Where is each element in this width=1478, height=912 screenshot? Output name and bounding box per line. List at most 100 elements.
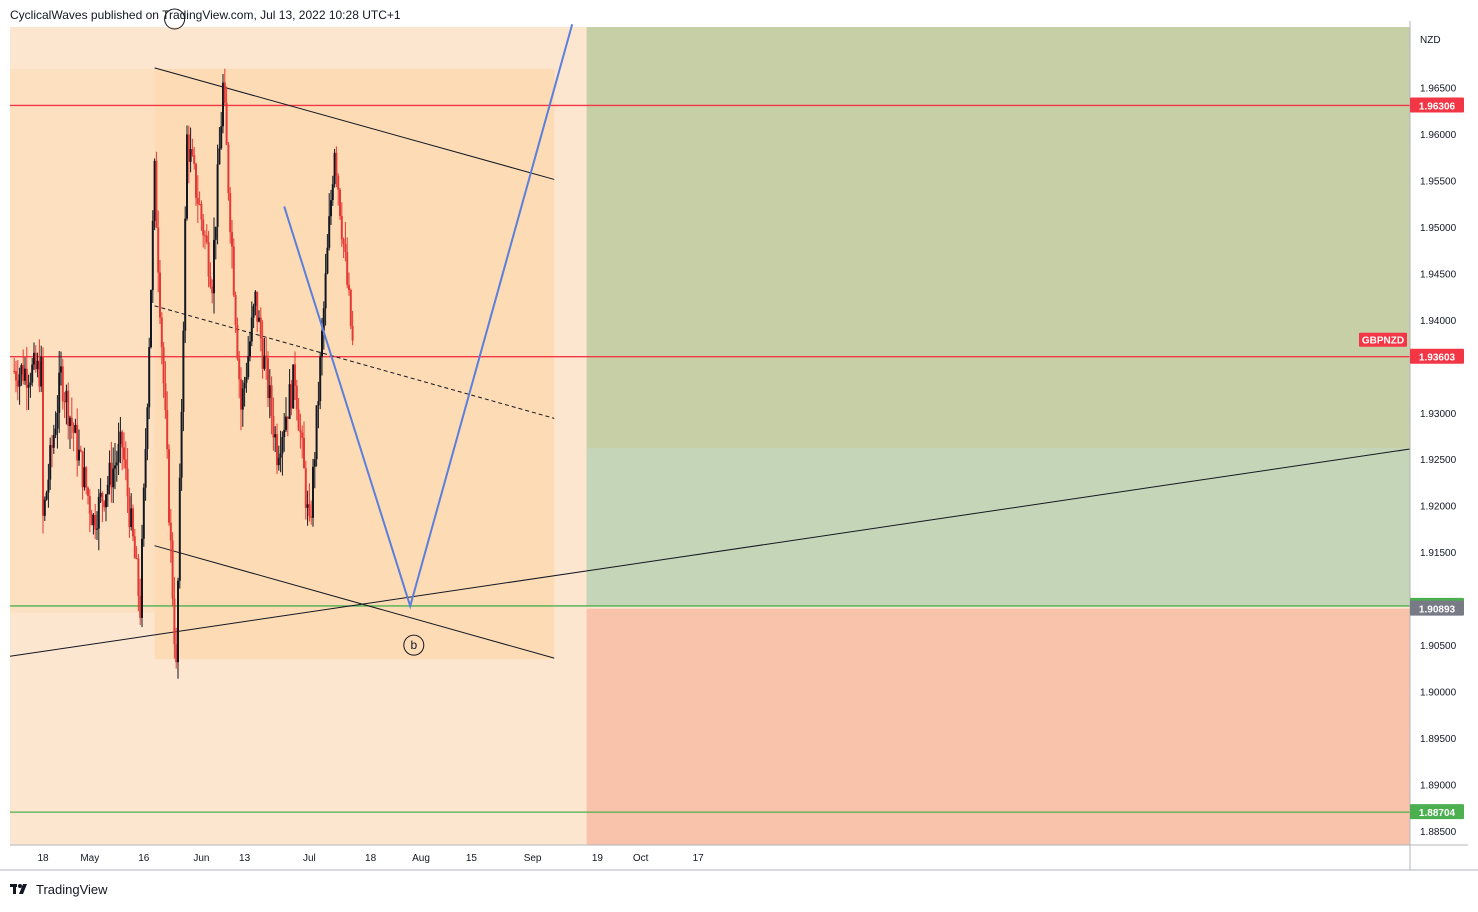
candle xyxy=(240,367,242,431)
candle-body xyxy=(27,385,30,388)
x-tick-label: Aug xyxy=(412,853,430,864)
projection-path xyxy=(283,23,574,610)
candle xyxy=(254,290,257,316)
candle-body xyxy=(220,126,223,149)
footer-brand: TradingView xyxy=(36,881,108,897)
candle xyxy=(70,397,73,439)
candle xyxy=(222,73,224,134)
candle-body xyxy=(258,317,260,322)
candle xyxy=(319,351,322,410)
candle-body xyxy=(238,358,241,380)
candle-body xyxy=(171,540,174,599)
candle-body xyxy=(99,493,102,497)
candle-body xyxy=(249,341,251,357)
candle-body xyxy=(279,453,282,458)
candle-body xyxy=(20,365,23,375)
candle xyxy=(137,554,140,612)
candle xyxy=(79,445,82,453)
candle xyxy=(277,445,280,471)
candle-body xyxy=(40,356,43,387)
candle-body xyxy=(13,370,16,372)
candle xyxy=(58,351,61,433)
candle xyxy=(175,627,178,669)
candle xyxy=(24,357,26,385)
candle xyxy=(227,141,230,201)
candle xyxy=(49,437,52,490)
candle-body xyxy=(38,360,41,387)
candle xyxy=(135,546,138,560)
x-tick-label: 16 xyxy=(138,853,150,864)
y-tick-label: 1.91500 xyxy=(1420,548,1457,559)
candle xyxy=(148,337,151,420)
candle xyxy=(110,441,113,503)
candle-body xyxy=(117,443,120,463)
candle-body xyxy=(106,484,109,495)
candle xyxy=(56,395,59,449)
candle xyxy=(204,230,206,250)
candle xyxy=(234,291,237,333)
candle-body xyxy=(331,184,334,201)
candle-body xyxy=(81,451,84,488)
candle-body xyxy=(153,160,156,221)
candle-body xyxy=(76,424,79,461)
candle-body xyxy=(148,347,151,408)
candle xyxy=(36,352,39,378)
candle-body xyxy=(33,352,35,365)
candle xyxy=(324,253,327,326)
candle-body xyxy=(317,401,320,406)
candle xyxy=(211,279,214,304)
candle xyxy=(146,403,149,461)
candle-body xyxy=(193,154,196,164)
candle-body xyxy=(204,235,206,237)
candle-body xyxy=(70,417,73,426)
candle xyxy=(72,422,75,452)
candle-body xyxy=(94,515,97,530)
candle xyxy=(272,397,275,451)
y-tick-label: 1.94500 xyxy=(1420,269,1457,280)
candle-body xyxy=(285,416,287,430)
candle-body xyxy=(207,242,210,277)
candle xyxy=(160,312,163,365)
candle-body xyxy=(337,175,340,190)
target-zone-lower xyxy=(586,448,1410,606)
candle xyxy=(274,426,277,453)
candle xyxy=(232,238,235,298)
candle xyxy=(117,422,120,476)
candle xyxy=(346,237,349,289)
x-tick-label: 18 xyxy=(37,853,49,864)
candle-body xyxy=(254,291,257,307)
candle-body xyxy=(349,289,352,327)
candle-body xyxy=(43,499,46,516)
candle-body xyxy=(301,432,304,438)
candle-body xyxy=(97,496,100,529)
candle-body xyxy=(29,382,32,386)
candle xyxy=(256,291,259,333)
candle xyxy=(312,458,314,527)
candle xyxy=(166,391,169,459)
candle xyxy=(229,187,232,244)
candle xyxy=(99,478,102,504)
candle xyxy=(45,490,48,501)
candle-body xyxy=(101,493,104,502)
x-tick-label: May xyxy=(80,853,99,864)
candle xyxy=(292,364,295,409)
candle-body xyxy=(63,401,66,403)
candle-body xyxy=(261,338,264,369)
candle xyxy=(63,392,66,419)
candle xyxy=(196,175,199,223)
candle xyxy=(52,424,55,454)
candle xyxy=(103,500,106,512)
candle-body xyxy=(303,437,305,469)
candle-body xyxy=(135,558,138,560)
candle xyxy=(209,262,212,289)
candle-body xyxy=(31,364,34,383)
candle-body xyxy=(69,417,71,426)
candle-body xyxy=(132,508,134,537)
y-tick-label: 1.94000 xyxy=(1420,316,1457,327)
candle-body xyxy=(223,82,226,103)
candle xyxy=(54,411,57,439)
candle-body xyxy=(96,528,98,530)
y-tick-label: 1.89500 xyxy=(1420,734,1457,745)
candle-body xyxy=(213,239,215,294)
